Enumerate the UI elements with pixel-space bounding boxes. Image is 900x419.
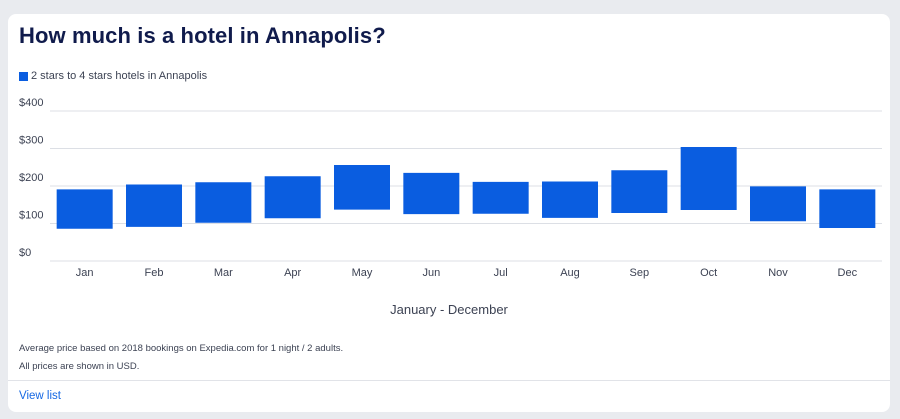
bar-jul[interactable]: [472, 181, 529, 214]
legend-swatch: [19, 71, 28, 81]
view-list-link[interactable]: View list: [19, 390, 61, 402]
bar-nov[interactable]: [750, 186, 806, 222]
x-tick-label: Dec: [838, 267, 858, 279]
x-tick-label: Apr: [284, 267, 301, 279]
x-tick-label: Jul: [494, 267, 508, 279]
bar-mar[interactable]: [195, 182, 252, 223]
x-tick-label: Jan: [76, 267, 94, 279]
x-tick-label: Feb: [145, 267, 164, 279]
legend-label: 2 stars to 4 stars hotels in Annapolis: [31, 70, 208, 82]
currency-note: All prices are shown in USD.: [19, 361, 140, 372]
bar-jun[interactable]: [403, 172, 460, 215]
bar-feb[interactable]: [126, 184, 182, 227]
bar-dec[interactable]: [819, 189, 876, 228]
x-tick-label: May: [352, 267, 373, 279]
x-tick-label: Sep: [630, 267, 650, 279]
x-tick-label: Mar: [214, 267, 233, 279]
y-tick-label: $100: [19, 210, 43, 222]
bar-apr[interactable]: [264, 176, 321, 219]
x-tick-label: Aug: [560, 267, 580, 279]
y-tick-label: $200: [19, 172, 43, 184]
price-chart-card: How much is a hotel in Annapolis? 2 star…: [8, 14, 890, 412]
bar-oct[interactable]: [680, 147, 737, 210]
x-tick-label: Jun: [422, 267, 440, 279]
x-tick-label: Oct: [700, 267, 717, 279]
bar-sep[interactable]: [611, 170, 668, 213]
footer-divider: [8, 380, 890, 381]
chart-title: How much is a hotel in Annapolis?: [19, 23, 386, 48]
y-tick-label: $0: [19, 247, 31, 259]
bar-may[interactable]: [334, 165, 390, 210]
y-tick-label: $300: [19, 135, 43, 147]
y-tick-label: $400: [19, 97, 43, 109]
price-range-chart: $0 $100 $200 $300 $400 Jan Feb Mar Apr May Jun Jul A…: [19, 97, 882, 279]
x-tick-label: Nov: [768, 267, 788, 279]
price-basis-note: Average price based on 2018 bookings on …: [19, 343, 344, 354]
x-axis-label: January - December: [390, 302, 508, 317]
chart-legend: 2 stars to 4 stars hotels in Annapolis: [19, 70, 207, 82]
bar-jan[interactable]: [56, 189, 113, 229]
bar-aug[interactable]: [542, 181, 598, 218]
